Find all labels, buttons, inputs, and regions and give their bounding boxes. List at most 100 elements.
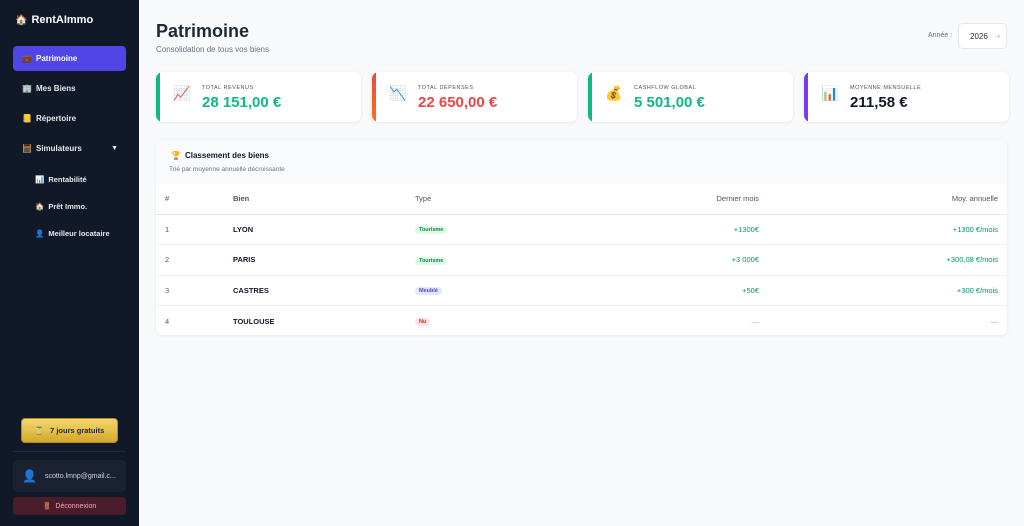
cell-moy-annuelle: +300 €/mois [759, 275, 1007, 306]
chevron-down-icon[interactable]: ▼ [111, 145, 118, 152]
year-value: 2026 [970, 31, 988, 41]
table-row[interactable]: 2 PARIS Tourisme +3 000€ +300,08 €/mois [156, 244, 1007, 276]
card-label: Total revenus [202, 85, 254, 91]
trophy-icon: 🏆 [171, 151, 181, 160]
cell-dernier-mois: +3 000€ [565, 244, 759, 276]
logout-button[interactable]: 🚪 Déconnexion [13, 497, 126, 515]
cell-moy-annuelle: +1300 €/mois [759, 214, 1007, 245]
door-icon: 🚪 [42, 503, 52, 510]
chart-down-icon: 📉 [389, 84, 407, 101]
user-icon: 👤 [35, 229, 45, 238]
type-badge: Tourisme [415, 256, 448, 265]
card-label: Total dépenses [418, 85, 474, 91]
abacus-icon: 🧮 [22, 144, 32, 153]
hourglass-icon: ⏳ [34, 426, 45, 435]
sidebar: 🏠 RentAImmo 💼 Patrimoine 🏢 Mes Biens 📒 R… [0, 0, 139, 526]
cell-moy-annuelle: +300,08 €/mois [759, 244, 1007, 276]
sidebar-subitem-label: Rentabilité [48, 175, 87, 184]
cell-rank: 4 [165, 316, 170, 326]
free-trial-button[interactable]: ⏳ 7 jours gratuits [21, 418, 118, 443]
cell-bien: CASTRES [233, 275, 415, 306]
page-subtitle: Consolidation de tous vos biens [156, 45, 269, 54]
col-dernier-mois: Dernier mois [565, 184, 759, 215]
house-icon: 🏠 [35, 202, 45, 211]
sidebar-subitem-rentabilite[interactable]: 📊 Rentabilité [13, 166, 126, 193]
logout-label: Déconnexion [55, 502, 97, 510]
col-type: Type [415, 184, 565, 215]
col-rank: # [156, 184, 233, 215]
cell-bien: PARIS [233, 244, 415, 276]
user-avatar-icon: 👤 [22, 469, 37, 483]
card-total-revenus: 📈 Total revenus 28 151,00 € [156, 72, 361, 122]
card-label: Cashflow global [634, 85, 697, 91]
page-title: Patrimoine [156, 21, 250, 41]
sidebar-item-label: Répertoire [36, 114, 77, 123]
summary-cards: 📈 Total revenus 28 151,00 € 📉 Total dépe… [156, 72, 1009, 122]
cell-dernier-mois: +1300€ [565, 214, 759, 245]
card-accent-bar [588, 72, 592, 122]
user-email: scotto.lmnp@gmail.c... [44, 472, 116, 480]
card-label: Moyenne mensuelle [850, 85, 922, 91]
bar-chart-icon: 📊 [35, 175, 45, 184]
cell-bien: TOULOUSE [233, 316, 275, 326]
ranking-title-text: Classement des biens [184, 151, 270, 160]
card-total-depenses: 📉 Total dépenses 22 650,00 € [372, 72, 577, 122]
type-badge: Tourisme [415, 226, 448, 235]
sidebar-subitem-label: Prêt Immo. [48, 202, 88, 211]
col-bien: Bien [233, 184, 415, 215]
brand-logo[interactable]: 🏠 RentAImmo [15, 14, 93, 26]
table-row[interactable]: 3 CASTRES Meublé +50€ +300 €/mois [156, 275, 1007, 306]
table-header-row: # Bien Type Dernier mois Moy. annuelle [156, 184, 1007, 215]
type-badge: Nu [415, 318, 431, 326]
card-moyenne-mensuelle: 📊 Moyenne mensuelle 211,58 € [804, 72, 1009, 122]
type-badge: Meublé [415, 287, 442, 296]
sidebar-nav: 💼 Patrimoine 🏢 Mes Biens 📒 Répertoire 🧮 … [13, 46, 126, 247]
sidebar-item-patrimoine[interactable]: 💼 Patrimoine [13, 46, 126, 71]
cell-rank: 2 [156, 244, 233, 276]
card-value: 211,58 € [850, 94, 908, 111]
chevron-down-icon: ⌄ [995, 33, 1001, 39]
card-cashflow-global: 💰 Cashflow global 5 501,00 € [588, 72, 793, 122]
card-accent-bar [156, 72, 160, 122]
building-icon: 🏢 [22, 84, 32, 93]
card-value: 5 501,00 € [634, 94, 705, 111]
sidebar-subitem-pret-immo[interactable]: 🏠 Prêt Immo. [13, 193, 126, 220]
main-content: Patrimoine Consolidation de tous vos bie… [139, 0, 1024, 526]
card-value: 28 151,00 € [202, 94, 282, 111]
cell-bien: LYON [233, 214, 415, 245]
chart-up-icon: 📈 [173, 84, 191, 101]
ranking-panel: 🏆 Classement des biens Trié par moyenne … [156, 140, 1007, 335]
sidebar-item-label: Simulateurs [36, 144, 82, 153]
ranking-header: 🏆 Classement des biens Trié par moyenne … [156, 140, 1007, 184]
year-label: Année : [928, 32, 953, 39]
ranking-table: # Bien Type Dernier mois Moy. annuelle 1… [156, 184, 1007, 335]
sidebar-item-label: Patrimoine [36, 54, 78, 63]
col-moy-annuelle: Moy. annuelle [759, 184, 1007, 215]
sidebar-item-repertoire[interactable]: 📒 Répertoire [13, 106, 126, 131]
brand-name: RentAImmo [31, 14, 94, 26]
cell-dernier-mois: — [751, 316, 760, 326]
house-icon: 🏠 [15, 14, 28, 26]
sidebar-divider [13, 451, 126, 452]
cell-rank: 1 [156, 214, 233, 245]
briefcase-icon: 💼 [22, 54, 32, 63]
user-profile[interactable]: 👤 scotto.lmnp@gmail.c... [13, 460, 126, 492]
sidebar-item-label: Mes Biens [36, 84, 76, 93]
cell-rank: 3 [156, 275, 233, 306]
ranking-title: 🏆 Classement des biens [171, 151, 269, 160]
card-accent-bar [372, 72, 376, 122]
cell-moy-annuelle: — [990, 316, 999, 326]
money-bag-icon: 💰 [605, 84, 623, 101]
sidebar-item-simulateurs[interactable]: 🧮 Simulateurs ▼ [13, 136, 126, 161]
notebook-icon: 📒 [22, 114, 32, 123]
sidebar-subitem-meilleur-locataire[interactable]: 👤 Meilleur locataire [13, 220, 126, 247]
sidebar-subitem-label: Meilleur locataire [48, 229, 110, 238]
table-row[interactable]: 4 TOULOUSE Nu — — [156, 306, 1007, 336]
table-row[interactable]: 1 LYON Tourisme +1300€ +1300 €/mois [156, 214, 1007, 245]
ranking-subtitle: Trié par moyenne annuelle décroissante [169, 166, 285, 173]
card-value: 22 650,00 € [418, 94, 498, 111]
bar-chart-icon: 📊 [821, 84, 839, 101]
year-select[interactable]: 2026 ⌄ [958, 23, 1007, 49]
cell-dernier-mois: +50€ [565, 275, 759, 306]
sidebar-item-mes-biens[interactable]: 🏢 Mes Biens [13, 76, 126, 101]
